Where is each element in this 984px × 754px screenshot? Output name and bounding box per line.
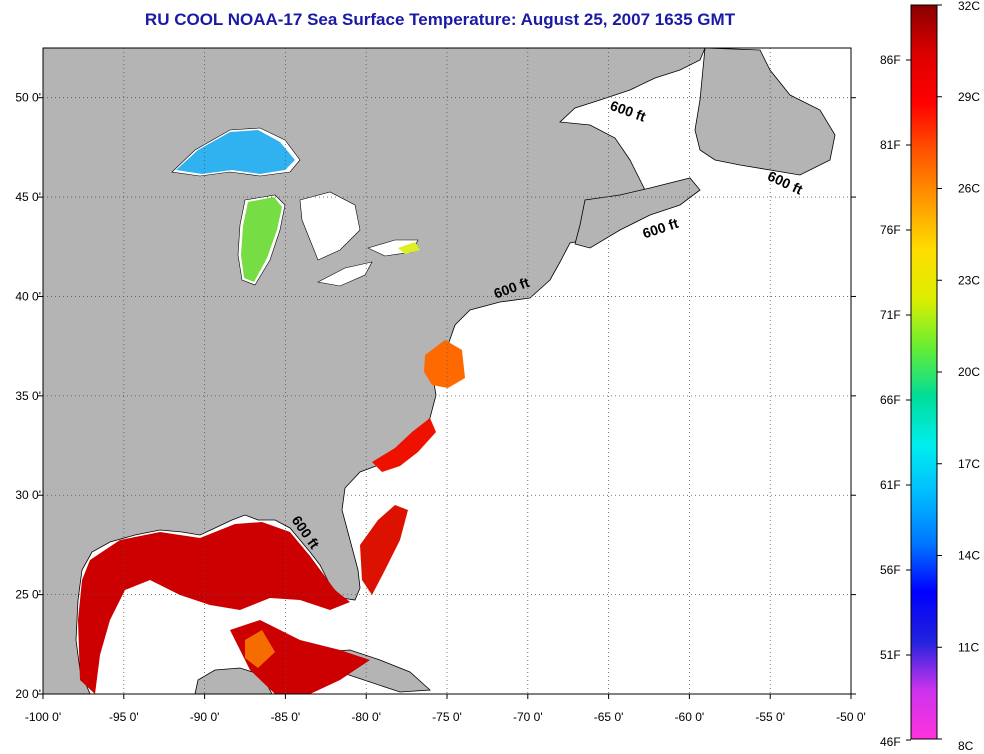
lon-tick-label: -85 0' <box>271 710 301 724</box>
north-america-land <box>42 47 706 695</box>
colorbar-celsius-label: 11C <box>958 640 979 654</box>
colorbar-fahrenheit-labels: 86F 81F 76F 71F 66F 61F 56F 51F 46F <box>880 53 911 749</box>
lat-tick-label: 20 0' <box>15 687 41 701</box>
lon-tick-label: -55 0' <box>755 710 785 724</box>
colorbar-celsius-label: 14C <box>958 549 980 563</box>
sst-michigan <box>241 197 282 282</box>
lon-tick-label: -75 0' <box>432 710 462 724</box>
lon-tick-label: -100 0' <box>25 710 61 724</box>
land-layer <box>42 47 836 695</box>
lat-tick-label: 50 0' <box>15 91 41 105</box>
map-title: RU COOL NOAA-17 Sea Surface Temperature:… <box>144 10 736 29</box>
newfoundland-land <box>694 47 836 176</box>
colorbar-celsius-label: 26C <box>958 182 980 196</box>
colorbar-celsius-label: 8C <box>958 739 974 753</box>
colorbar-fahrenheit-label: 61F <box>880 478 901 492</box>
lat-tick-label: 45 0' <box>15 190 41 204</box>
sst-gulf <box>78 522 350 694</box>
colorbar: 32C 29C 26C 23C 20C 17C 14C 11C 8C 86F 81F 76F 71F 6… <box>880 0 980 753</box>
lake-huron <box>299 191 361 261</box>
sst-chesapeake <box>424 340 465 388</box>
colorbar-fahrenheit-label: 56F <box>880 563 901 577</box>
sst-carolina <box>372 418 436 472</box>
sst-layer <box>78 130 465 694</box>
sst-superior <box>176 130 295 174</box>
lat-lon-grid <box>43 48 851 694</box>
colorbar-fahrenheit-label: 71F <box>880 308 901 322</box>
lat-tick-label: 40 0' <box>15 289 41 303</box>
lat-tick-label: 30 0' <box>15 488 41 502</box>
colorbar-celsius-labels: 32C 29C 26C 23C 20C 17C 14C 11C 8C <box>937 0 980 753</box>
colorbar-celsius-label: 17C <box>958 457 980 471</box>
lon-tick-label: -80 0' <box>351 710 381 724</box>
colorbar-celsius-label: 20C <box>958 365 980 379</box>
sst-orange-gulf <box>245 630 275 668</box>
lake-erie <box>317 261 373 287</box>
sst-erie <box>398 242 420 254</box>
colorbar-celsius-label: 29C <box>958 90 980 104</box>
lat-tick-label: 25 0' <box>15 588 41 602</box>
colorbar-fahrenheit-label: 46F <box>880 735 901 749</box>
colorbar-fahrenheit-label: 86F <box>880 53 901 67</box>
lon-tick-label: -65 0' <box>594 710 624 724</box>
sst-florida-east <box>360 505 408 595</box>
latitude-labels: 20 0' 25 0' 30 0' 35 0' 40 0' 45 0' 50 0' <box>15 91 856 701</box>
longitude-labels: -100 0' -95 0' -90 0' -85 0' -80 0' -75 0' -70… <box>25 694 866 724</box>
colorbar-fahrenheit-label: 51F <box>880 648 901 662</box>
colorbar-gradient <box>910 4 938 740</box>
colorbar-celsius-label: 32C <box>958 0 980 13</box>
nova-scotia-land <box>574 177 701 249</box>
colorbar-celsius-label: 23C <box>958 273 980 287</box>
colorbar-fahrenheit-label: 66F <box>880 393 901 407</box>
lon-tick-label: -60 0' <box>675 710 705 724</box>
lon-tick-label: -90 0' <box>190 710 220 724</box>
lat-tick-label: 35 0' <box>15 389 41 403</box>
colorbar-fahrenheit-label: 76F <box>880 223 901 237</box>
lon-tick-label: -70 0' <box>513 710 543 724</box>
lon-tick-label: -50 0' <box>836 710 866 724</box>
colorbar-fahrenheit-label: 81F <box>880 138 901 152</box>
lon-tick-label: -95 0' <box>109 710 139 724</box>
